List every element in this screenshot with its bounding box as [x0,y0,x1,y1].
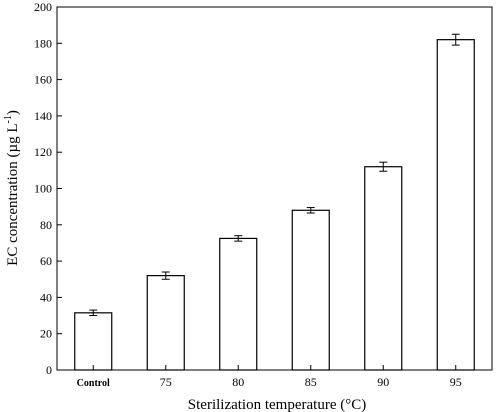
plot-area: 0 20 40 60 80 100 120 140 160 180 200 Control 75 80 85… [34,0,493,389]
bar [364,166,403,371]
y-tick-label: 120 [34,145,52,159]
x-tick-label: Control [77,378,110,389]
bar [291,209,330,371]
x-tick-label: 80 [232,375,244,389]
x-tick-label: 85 [305,375,317,389]
y-tick-label: 180 [34,36,52,50]
y-tick-label: 100 [34,182,52,196]
y-tick-label: 80 [40,218,52,232]
bar [436,39,475,371]
y-axis-title: EC concentration (µg L-1) [3,110,21,266]
x-tick-label: 75 [160,375,172,389]
bar [146,275,185,371]
y-tick-label: 60 [40,254,52,268]
y-tick-label: 0 [46,363,52,377]
bar [219,237,258,371]
y-axis-title-sup: -1 [3,115,14,123]
y-axis-title-suffix: ) [5,110,21,115]
bar [74,312,113,371]
y-tick-label: 160 [34,73,52,87]
y-tick-label: 20 [40,327,52,341]
x-tick-label: 95 [450,375,462,389]
y-axis-title-main: EC concentration (µg L [5,123,21,265]
y-tick-label: 140 [34,109,52,123]
x-axis-title: Sterilization temperature (°C) [188,397,366,412]
x-tick-label: 90 [377,375,389,389]
y-tick-label: 40 [40,290,52,304]
plot-frame [56,6,493,371]
y-tick-label: 200 [34,0,52,14]
